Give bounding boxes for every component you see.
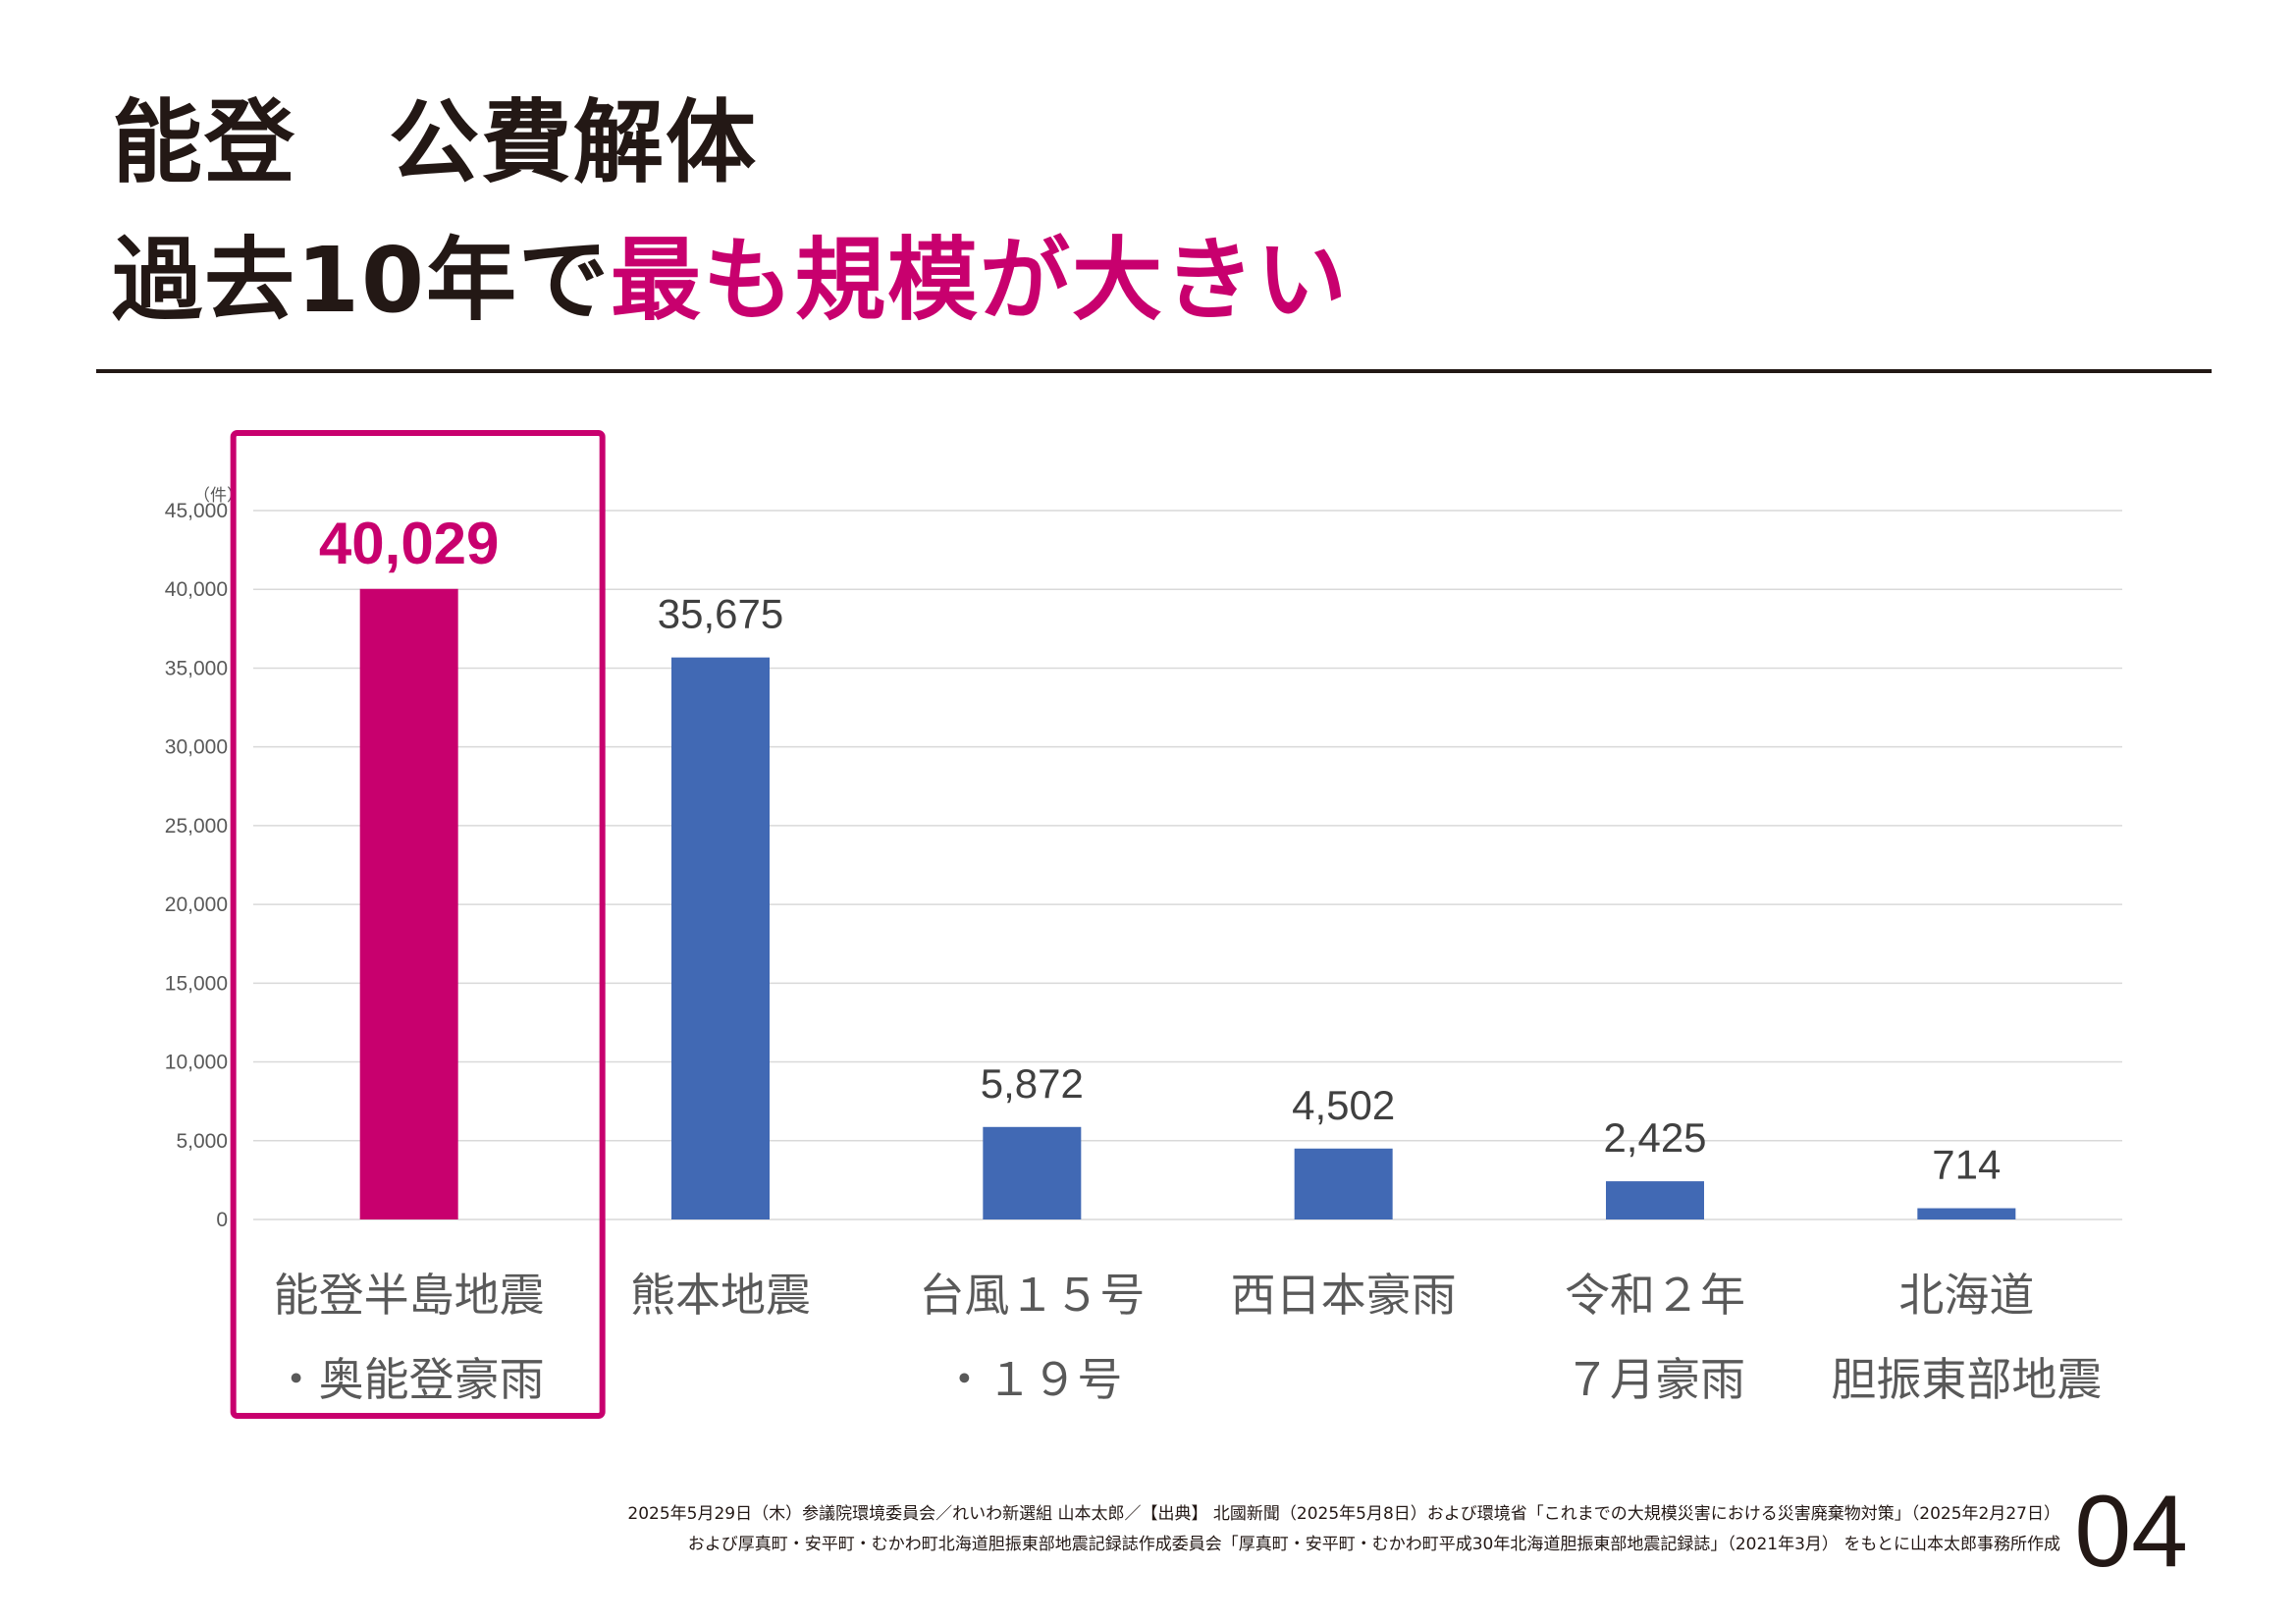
category-label: ７月豪雨 <box>1565 1353 1745 1406</box>
bar <box>983 1126 1082 1219</box>
category-label: 令和２年 <box>1565 1269 1745 1322</box>
page-title-line2: 過去10年で最も規模が大きい <box>112 236 1349 326</box>
y-tick-label: 5,000 <box>176 1130 228 1153</box>
source-footer: 2025年5月29日（木）参議院環境委員会／れいわ新選組 山本太郎／【出典】 北… <box>627 1499 2060 1560</box>
data-label: 714 <box>1932 1142 2001 1188</box>
title-prefix: 過去10年で <box>112 228 612 333</box>
y-tick-label: 0 <box>216 1209 228 1231</box>
data-label: 4,502 <box>1292 1082 1395 1128</box>
page-title-line1: 能登 公費解体 <box>112 90 759 195</box>
title-highlight: 最も規模が大きい <box>611 228 1350 333</box>
category-label: 台風１５号 <box>919 1269 1145 1322</box>
source-line-1: 2025年5月29日（木）参議院環境委員会／れいわ新選組 山本太郎／【出典】 北… <box>627 1504 2060 1524</box>
y-tick-label: 10,000 <box>165 1052 228 1074</box>
y-tick-label: 40,000 <box>165 578 228 601</box>
category-label: 熊本地震 <box>630 1269 811 1322</box>
category-label: ・奥能登豪雨 <box>274 1353 545 1406</box>
page-number: 04 <box>2074 1475 2188 1589</box>
y-tick-label: 15,000 <box>165 972 228 995</box>
data-label: 40,029 <box>319 511 500 576</box>
highlight-box <box>230 430 606 1419</box>
data-label: 35,675 <box>658 591 783 637</box>
source-line-2: および厚真町・安平町・むかわ町北海道胆振東部地震記録誌作成委員会「厚真町・安平町… <box>687 1535 2060 1554</box>
y-tick-label: 30,000 <box>165 736 228 759</box>
bar <box>1917 1208 2016 1219</box>
bar <box>1606 1181 1704 1219</box>
category-label: ・１９号 <box>941 1353 1122 1406</box>
title-divider <box>96 369 2212 373</box>
y-tick-label: 35,000 <box>165 657 228 679</box>
data-label: 5,872 <box>981 1060 1084 1107</box>
category-label: 能登半島地震 <box>274 1269 545 1322</box>
category-label: 北海道 <box>1898 1269 2034 1322</box>
bar <box>359 588 458 1219</box>
category-label: 西日本豪雨 <box>1231 1269 1457 1322</box>
y-tick-label: 45,000 <box>165 500 228 522</box>
bar <box>1294 1148 1393 1219</box>
y-tick-label: 20,000 <box>165 893 228 916</box>
y-tick-label: 25,000 <box>165 815 228 838</box>
data-label: 2,425 <box>1603 1114 1706 1161</box>
category-label: 胆振東部地震 <box>1831 1353 2102 1406</box>
bar <box>671 657 770 1219</box>
